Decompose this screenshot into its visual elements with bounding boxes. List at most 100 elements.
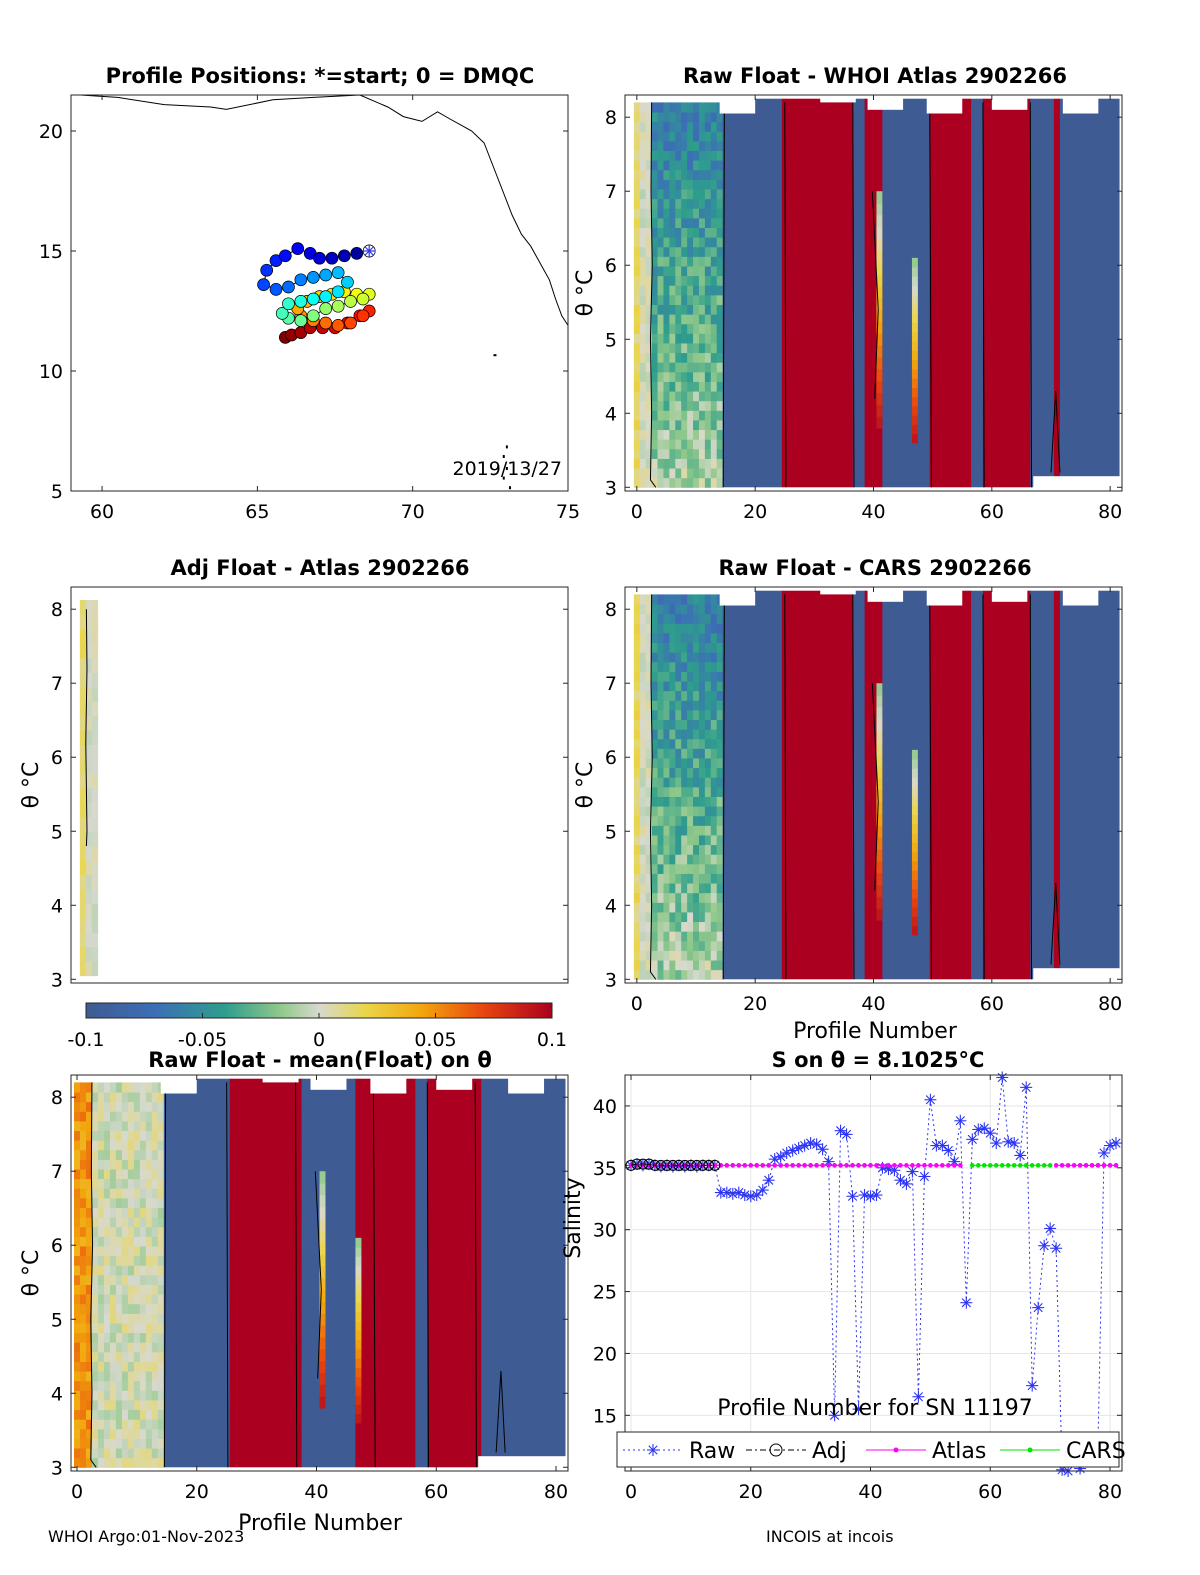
heat-cell — [645, 834, 653, 846]
raw-point — [978, 1122, 991, 1135]
heat-cell — [698, 738, 706, 749]
heat-cell — [681, 458, 688, 469]
heat-cell — [698, 911, 706, 923]
y-tick-label: 3 — [605, 969, 617, 991]
heat-cell — [687, 902, 694, 913]
heat-cell — [73, 1169, 81, 1180]
heat-cell — [876, 777, 883, 791]
heat-cell — [73, 1322, 81, 1334]
heat-cell — [73, 1265, 81, 1276]
heat-cell — [121, 1448, 129, 1459]
heat-cell — [710, 815, 718, 826]
heat-cell — [103, 1322, 111, 1334]
profile-position — [319, 268, 333, 282]
heat-cell — [663, 883, 670, 894]
heat-cell — [157, 1294, 165, 1305]
heat-cell — [151, 1169, 159, 1180]
heat-cell — [639, 160, 647, 171]
heat-cell — [716, 767, 724, 778]
heat-cell — [127, 1428, 135, 1439]
heat-cell — [127, 1140, 135, 1151]
heat-cell — [109, 1265, 117, 1276]
heat-block — [882, 590, 931, 980]
heat-cell — [151, 1082, 159, 1093]
heat-cell — [716, 950, 724, 961]
heat-cell — [319, 1242, 326, 1255]
heat-cell — [704, 333, 712, 344]
heat-cell — [716, 448, 724, 459]
heat-cell — [681, 594, 688, 605]
heat-cell — [651, 873, 659, 884]
heat-cell — [693, 246, 700, 257]
heat-cell — [911, 378, 918, 388]
heat-cell — [698, 333, 706, 344]
heat-cell — [698, 150, 706, 161]
heat-block — [1059, 98, 1120, 488]
heat-cell — [157, 1159, 165, 1170]
heat-cell — [698, 681, 706, 692]
heat-cell — [687, 681, 694, 692]
atlas-point — [916, 1163, 921, 1168]
heat-cell — [911, 359, 918, 370]
heat-cell — [675, 121, 682, 132]
profile-position — [282, 297, 295, 311]
profile-position — [257, 278, 270, 291]
heat-cell — [657, 314, 664, 325]
heat-cell — [663, 796, 670, 807]
heat-cell — [91, 1409, 99, 1420]
contour-line — [1050, 883, 1061, 965]
heat-cell — [681, 285, 688, 296]
heat-cell — [157, 1101, 165, 1112]
heat-cell — [115, 1101, 123, 1112]
heat-cell — [651, 767, 659, 778]
adj-point — [643, 1158, 655, 1170]
heat-cell — [651, 863, 659, 874]
heat-cell — [675, 285, 682, 296]
heat-cell — [669, 256, 676, 267]
heat-cell — [639, 940, 647, 951]
atlas-point — [1077, 1163, 1083, 1168]
heat-block — [1059, 590, 1120, 980]
heat-cell — [911, 860, 918, 871]
heat-cell — [73, 1284, 81, 1295]
heat-cell — [698, 969, 706, 980]
heat-cell — [639, 381, 647, 392]
heat-cell — [710, 246, 718, 257]
heat-cell — [79, 1313, 87, 1324]
heat-cell — [145, 1332, 153, 1343]
heat-cell — [669, 323, 676, 334]
heat-cell — [355, 1367, 362, 1378]
heat-cell — [911, 396, 918, 407]
profile-position — [344, 295, 357, 308]
atlas-point — [886, 1163, 891, 1168]
heat-cell — [675, 198, 682, 209]
atlas-point — [892, 1163, 897, 1168]
heat-cell — [698, 198, 706, 209]
island-marker — [502, 455, 505, 458]
heat-cell — [151, 1438, 159, 1449]
heat-cell — [91, 874, 99, 890]
heat-cell — [85, 1255, 93, 1266]
heat-cell — [633, 391, 641, 402]
heat-cell — [687, 931, 694, 942]
heat-cell — [85, 599, 93, 616]
heat-cell — [151, 1428, 159, 1439]
heat-cell — [704, 671, 712, 682]
heat-cell — [710, 160, 718, 171]
heat-cell — [704, 304, 712, 315]
heat-cell — [876, 754, 883, 767]
heat-cell — [669, 748, 676, 759]
heat-cell — [133, 1380, 141, 1391]
heat-cell — [355, 1348, 362, 1359]
heat-cell — [651, 931, 659, 942]
heat-cell — [657, 323, 664, 334]
heat-cell — [687, 613, 694, 624]
heat-cell — [657, 362, 664, 373]
heat-cell — [669, 690, 676, 701]
heat-cell — [675, 671, 682, 682]
heat-cell — [645, 623, 653, 634]
heat-cell — [663, 265, 670, 277]
heat-cell — [876, 801, 883, 814]
heat-cell — [115, 1265, 123, 1276]
raw-point — [912, 1390, 925, 1403]
